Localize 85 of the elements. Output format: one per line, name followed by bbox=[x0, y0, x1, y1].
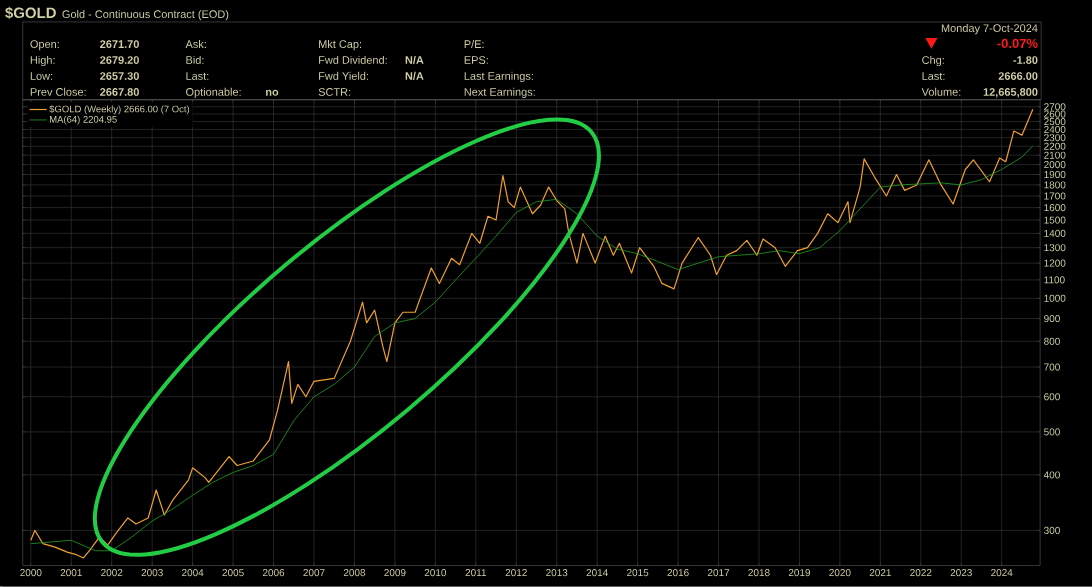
text: 2667.80 bbox=[100, 88, 139, 97]
text: Last: bbox=[922, 72, 945, 81]
y-tick-label: 600 bbox=[1044, 393, 1060, 401]
x-tick-label: 2022 bbox=[910, 569, 932, 577]
x-tick-label: 2000 bbox=[20, 569, 42, 577]
x-tick-label: 2004 bbox=[182, 569, 204, 577]
x-tick-label: 2011 bbox=[465, 569, 487, 577]
x-tick-label: 2007 bbox=[303, 569, 325, 577]
y-tick-label: 500 bbox=[1044, 428, 1060, 436]
y-tick-label: 1800 bbox=[1044, 181, 1066, 189]
text: N/A bbox=[405, 72, 424, 81]
y-tick-label: 2200 bbox=[1044, 142, 1066, 151]
y-tick-label: 1600 bbox=[1044, 204, 1066, 212]
x-tick-label: 2018 bbox=[748, 569, 770, 577]
y-tick-label: 900 bbox=[1044, 315, 1060, 323]
x-tick-label: 2015 bbox=[627, 569, 649, 577]
y-tick-label: 1500 bbox=[1044, 216, 1066, 224]
y-tick-label: 1300 bbox=[1044, 244, 1066, 252]
y-tick-label: 2500 bbox=[1044, 118, 1066, 126]
text: Chg: bbox=[922, 56, 944, 67]
x-tick-label: 2020 bbox=[829, 569, 851, 577]
x-tick-label: 2010 bbox=[424, 569, 447, 577]
y-tick-label: 1400 bbox=[1044, 230, 1066, 238]
x-tick-label: 2008 bbox=[343, 569, 366, 577]
y-tick-label: 700 bbox=[1044, 363, 1060, 371]
text: Volume: bbox=[921, 88, 961, 97]
y-tick-label: 2600 bbox=[1044, 110, 1066, 118]
y-tick-label: 2100 bbox=[1044, 151, 1066, 159]
y-tick-label: 2400 bbox=[1044, 126, 1066, 134]
x-tick-label: 2021 bbox=[869, 569, 891, 577]
text: 12,665,800 bbox=[983, 88, 1038, 98]
chart-title: $GOLD bbox=[5, 7, 56, 20]
text: Last: bbox=[186, 72, 209, 81]
text: Optionable: bbox=[186, 88, 241, 99]
text: P/E: bbox=[464, 40, 484, 49]
text: EPS: bbox=[464, 56, 488, 65]
x-tick-label: 2012 bbox=[505, 569, 527, 577]
x-tick-label: 2009 bbox=[384, 569, 406, 577]
text: -0.07% bbox=[997, 39, 1038, 49]
x-tick-label: 2002 bbox=[101, 569, 123, 577]
y-tick-label: 300 bbox=[1044, 527, 1060, 535]
text: Low: bbox=[30, 72, 53, 81]
y-tick-label: 1100 bbox=[1044, 276, 1065, 284]
text: Mkt Cap: bbox=[319, 40, 362, 51]
text: 2657.30 bbox=[100, 72, 139, 81]
text: High: bbox=[30, 56, 55, 67]
y-tick-label: 1900 bbox=[1044, 171, 1066, 179]
text: 2666.00 bbox=[998, 72, 1038, 81]
text: Bid: bbox=[186, 56, 204, 65]
y-tick-label: 1000 bbox=[1044, 294, 1066, 303]
y-tick-label: 2700 bbox=[1044, 103, 1066, 111]
text: 2679.20 bbox=[100, 56, 139, 65]
legend-label: MA(64) 2204.95 bbox=[50, 116, 117, 125]
x-tick-label: 2017 bbox=[707, 569, 730, 577]
text: Fwd Yield: bbox=[319, 72, 368, 81]
text: Monday 7-Oct-2024 bbox=[941, 24, 1038, 35]
chart-subtitle: Gold - Continuous Contract (EOD) bbox=[62, 10, 229, 21]
text: Last Earnings: bbox=[464, 72, 533, 83]
legend-label: $GOLD (Weekly) 2666.00 (7 Oct) bbox=[49, 105, 190, 115]
text: N/A bbox=[405, 56, 424, 65]
x-tick-label: 2019 bbox=[788, 569, 811, 577]
x-tick-label: 2005 bbox=[222, 569, 244, 577]
y-tick-label: 800 bbox=[1044, 338, 1060, 346]
y-tick-label: 1200 bbox=[1044, 259, 1066, 267]
x-tick-label: 2001 bbox=[60, 569, 82, 577]
text: Open: bbox=[30, 40, 59, 51]
y-tick-label: 400 bbox=[1043, 471, 1060, 479]
text: Prev Close: bbox=[30, 88, 86, 97]
x-tick-label: 2024 bbox=[991, 569, 1013, 577]
x-tick-label: 2006 bbox=[262, 569, 285, 577]
x-tick-label: 2023 bbox=[950, 569, 972, 577]
text: Ask: bbox=[185, 40, 206, 49]
text: Fwd Dividend: bbox=[319, 56, 387, 65]
text: Next Earnings: bbox=[464, 88, 535, 99]
text: -1.80 bbox=[1013, 56, 1038, 65]
x-tick-label: 2013 bbox=[546, 569, 568, 577]
text: no bbox=[266, 90, 279, 97]
text: SCTR: bbox=[318, 88, 351, 97]
y-tick-label: 2300 bbox=[1044, 134, 1066, 142]
y-tick-label: 1700 bbox=[1044, 192, 1066, 200]
x-tick-label: 2016 bbox=[667, 569, 689, 577]
x-tick-label: 2014 bbox=[586, 569, 608, 577]
x-tick-label: 2003 bbox=[141, 569, 163, 577]
y-tick-label: 2000 bbox=[1044, 161, 1066, 169]
text: 2671.70 bbox=[100, 40, 139, 49]
